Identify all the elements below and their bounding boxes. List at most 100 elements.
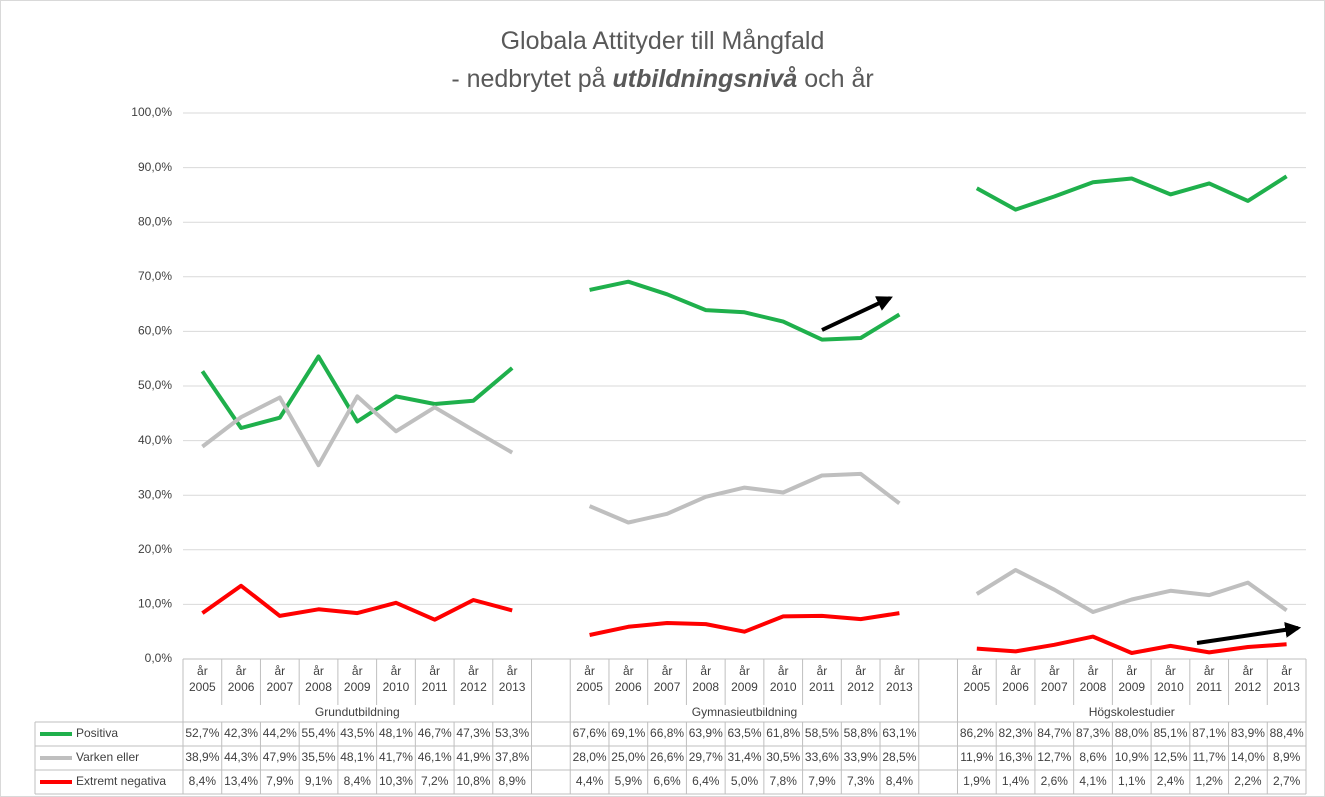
data-label: 67,6% <box>573 726 607 740</box>
data-label: 47,9% <box>263 750 297 764</box>
group-label: Gymnasieutbildning <box>692 705 797 719</box>
x-tick-label: år 2012 <box>847 664 874 694</box>
x-tick-label: år 2009 <box>731 664 758 694</box>
y-tick-label: 100,0% <box>131 105 172 119</box>
data-label: 83,9% <box>1231 726 1265 740</box>
y-tick-label: 40,0% <box>138 433 172 447</box>
y-tick-label: 0,0% <box>145 651 173 665</box>
x-tick-label: år 2013 <box>886 664 913 694</box>
data-label: 7,3% <box>847 774 875 788</box>
data-label: 4,1% <box>1079 774 1107 788</box>
data-label: 43,5% <box>340 726 374 740</box>
title-block: Globala Attityder till Mångfald - nedbry… <box>0 22 1325 98</box>
data-label: 2,6% <box>1041 774 1069 788</box>
data-label: 7,8% <box>770 774 798 788</box>
data-label: 10,3% <box>379 774 413 788</box>
data-label: 8,9% <box>498 774 526 788</box>
x-tick-label: år 2007 <box>266 664 294 694</box>
x-tick-label: år 2008 <box>692 664 720 694</box>
data-label: 48,1% <box>379 726 413 740</box>
y-tick-label: 90,0% <box>138 160 172 174</box>
legend-label: Extremt negativa <box>76 774 166 788</box>
data-label: 2,2% <box>1234 774 1262 788</box>
y-tick-label: 80,0% <box>138 214 172 228</box>
chart-subtitle: - nedbrytet på utbildningsnivå och år <box>0 60 1325 98</box>
data-label: 6,4% <box>692 774 720 788</box>
data-label: 7,2% <box>421 774 449 788</box>
data-label: 4,4% <box>576 774 604 788</box>
data-label: 8,9% <box>1273 750 1301 764</box>
data-label: 8,4% <box>344 774 372 788</box>
data-label: 58,5% <box>805 726 839 740</box>
data-label: 6,6% <box>653 774 681 788</box>
data-label: 33,9% <box>844 750 878 764</box>
annotation-arrow <box>821 296 893 332</box>
subtitle-part: - nedbrytet på <box>451 65 606 93</box>
data-label: 7,9% <box>808 774 836 788</box>
data-label: 13,4% <box>224 774 258 788</box>
x-tick-label: år 2007 <box>1040 664 1068 694</box>
x-tick-label: år 2005 <box>963 664 991 694</box>
data-label: 87,3% <box>1076 726 1110 740</box>
series-line <box>201 394 1288 614</box>
x-tick-label: år 2005 <box>576 664 603 694</box>
data-label: 46,7% <box>418 726 452 740</box>
data-label: 11,9% <box>960 750 993 764</box>
data-label: 33,6% <box>805 750 839 764</box>
data-label: 86,2% <box>960 726 994 740</box>
data-label: 88,0% <box>1115 726 1149 740</box>
data-label: 55,4% <box>302 726 336 740</box>
data-label: 53,3% <box>495 726 529 740</box>
x-tick-label: år 2011 <box>809 664 835 694</box>
data-label: 12,7% <box>1037 750 1071 764</box>
data-label: 1,1% <box>1118 774 1146 788</box>
x-tick-label: år 2009 <box>343 664 371 694</box>
x-tick-label: år 2005 <box>189 664 216 694</box>
data-label: 2,7% <box>1273 774 1301 788</box>
subtitle-part: utbildningsnivå <box>612 65 798 93</box>
data-label: 44,2% <box>263 726 297 740</box>
y-tick-label: 60,0% <box>138 324 172 338</box>
x-tick-label: år 2012 <box>460 664 487 694</box>
data-label: 31,4% <box>727 750 761 764</box>
data-label: 61,8% <box>766 726 800 740</box>
data-label: 11,7% <box>1193 750 1226 764</box>
data-label: 28,0% <box>573 750 607 764</box>
data-label: 25,0% <box>611 750 645 764</box>
chart-title: Globala Attityder till Mångfald <box>500 27 825 55</box>
subtitle-part: och år <box>804 65 874 93</box>
x-tick-label: år 2011 <box>1196 664 1223 694</box>
data-label: 29,7% <box>689 750 723 764</box>
x-tick-label: år 2006 <box>1002 664 1029 694</box>
group-label: Högskolestudier <box>1089 705 1175 719</box>
y-tick-label: 70,0% <box>138 269 172 283</box>
data-label: 88,4% <box>1270 726 1304 740</box>
data-label: 52,7% <box>185 726 219 740</box>
data-label: 47,3% <box>456 726 490 740</box>
data-label: 82,3% <box>999 726 1033 740</box>
data-label: 46,1% <box>418 750 452 764</box>
data-label: 1,2% <box>1196 774 1224 788</box>
data-label: 10,8% <box>456 774 490 788</box>
data-label: 10,9% <box>1115 750 1149 764</box>
data-label: 14,0% <box>1231 750 1265 764</box>
x-tick-label: år 2010 <box>769 664 797 694</box>
x-tick-label: år 2007 <box>653 664 681 694</box>
x-tick-label: år 2006 <box>227 664 255 694</box>
data-label: 30,5% <box>766 750 800 764</box>
x-tick-label: år 2008 <box>1079 664 1107 694</box>
series-line <box>200 174 1288 430</box>
y-tick-label: 30,0% <box>138 487 172 501</box>
data-label: 8,4% <box>189 774 217 788</box>
data-label: 38,9% <box>185 750 219 764</box>
x-tick-label: år 2008 <box>305 664 332 694</box>
data-label: 63,5% <box>727 726 761 740</box>
data-label: 26,6% <box>650 750 684 764</box>
x-tick-label: år 2009 <box>1118 664 1146 694</box>
legend-label: Positiva <box>76 726 118 740</box>
data-label: 48,1% <box>340 750 374 764</box>
data-label: 9,1% <box>305 774 333 788</box>
x-tick-label: år 2010 <box>1157 664 1184 694</box>
